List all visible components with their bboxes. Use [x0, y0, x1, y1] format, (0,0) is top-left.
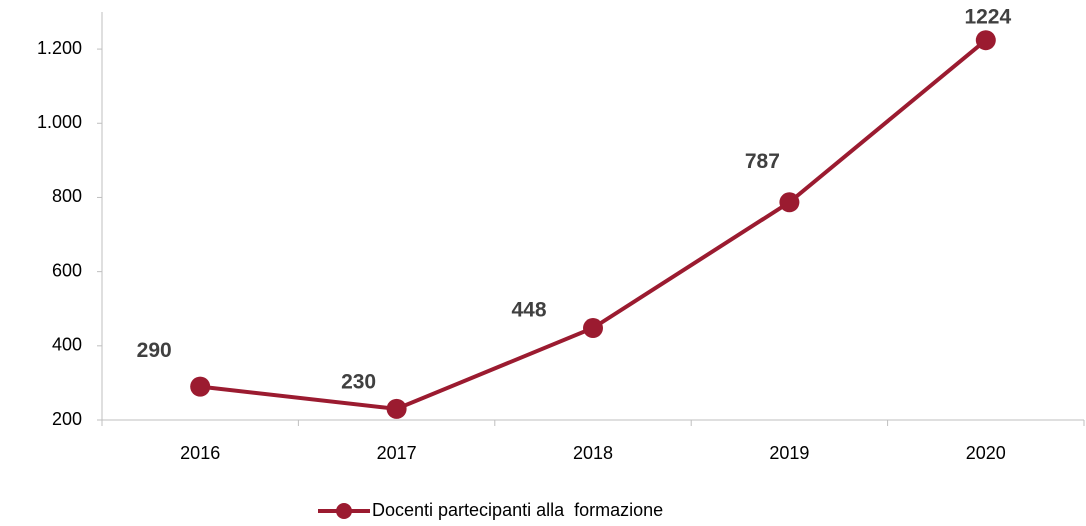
marker [386, 398, 407, 419]
y-tick-label: 1.000 [37, 112, 82, 132]
x-tick-label: 2019 [769, 443, 809, 463]
legend-label: Docenti partecipanti alla formazione [372, 500, 663, 520]
marker [190, 376, 211, 397]
value-label: 787 [745, 150, 780, 173]
marker [583, 318, 603, 339]
value-label: 1224 [964, 6, 1011, 29]
y-tick-label: 200 [52, 409, 82, 429]
y-tick-label: 600 [52, 260, 82, 280]
value-label: 290 [137, 339, 172, 362]
x-tick-label: 2017 [377, 443, 417, 463]
x-tick-label: 2018 [573, 443, 613, 463]
marker [779, 192, 800, 213]
value-label: 230 [341, 370, 376, 393]
y-tick-label: 1.200 [37, 38, 82, 58]
value-label: 448 [511, 299, 546, 322]
marker [975, 30, 996, 51]
legend-marker [336, 503, 352, 519]
y-tick-label: 800 [52, 186, 82, 206]
y-tick-label: 400 [52, 335, 82, 355]
x-tick-label: 2016 [180, 443, 220, 463]
line [199, 38, 988, 411]
x-tick-label: 2020 [966, 443, 1006, 463]
